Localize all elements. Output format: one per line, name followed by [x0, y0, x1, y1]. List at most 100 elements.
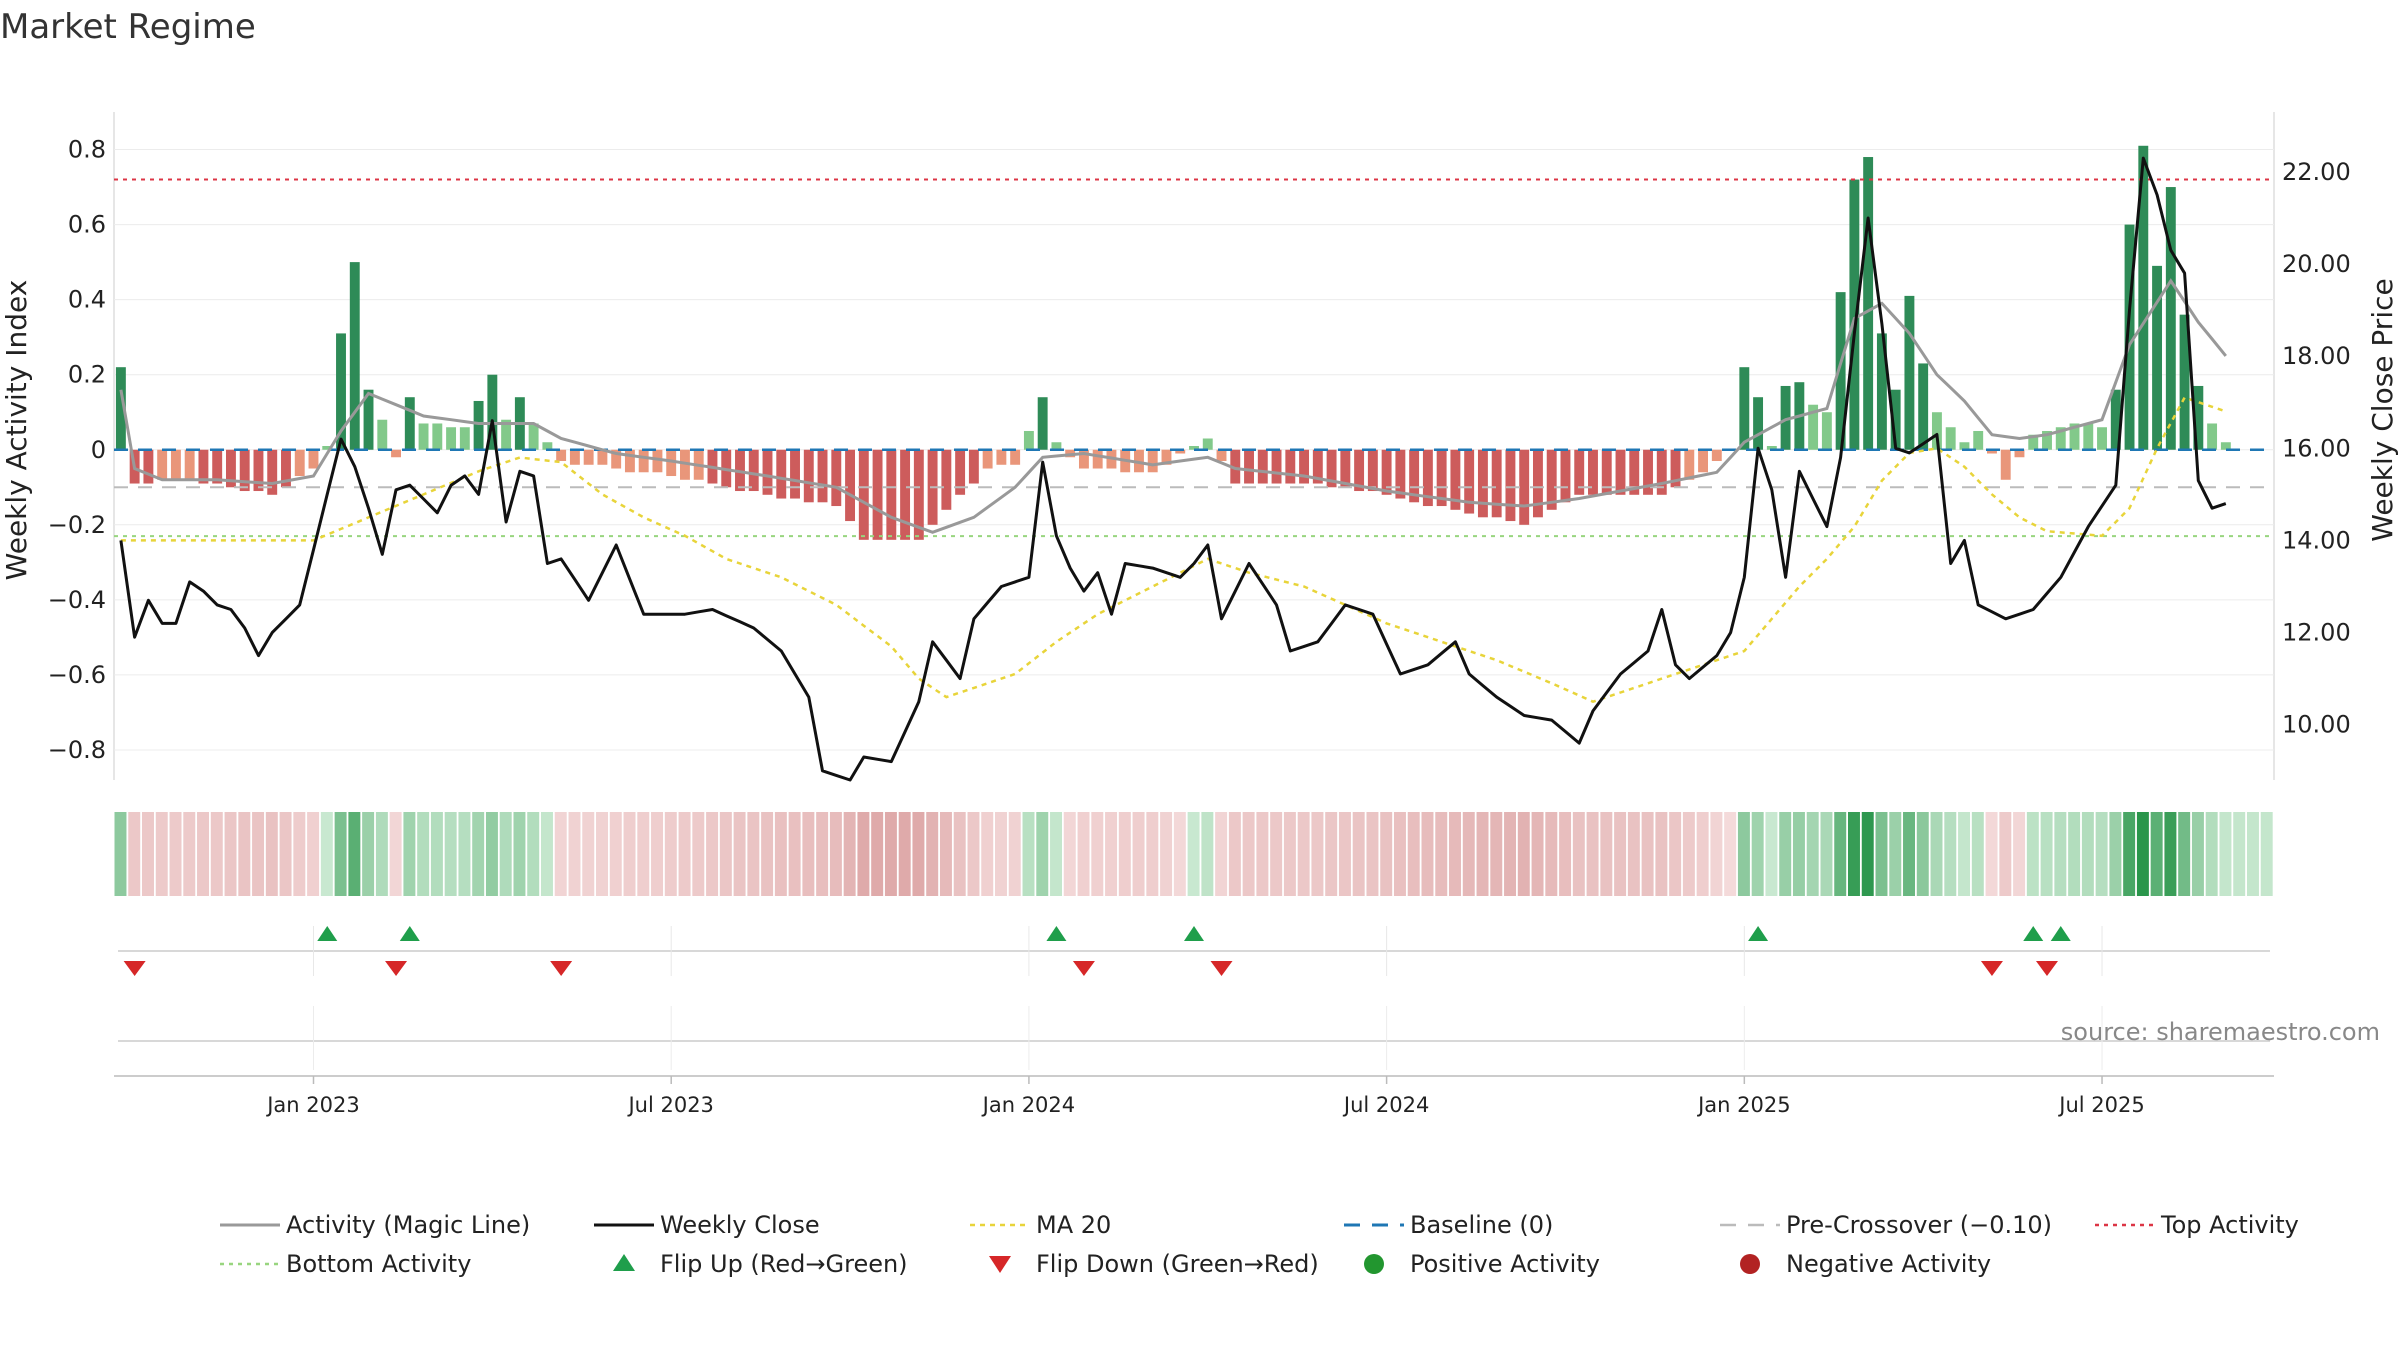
heat-cell: [774, 812, 787, 896]
heat-cell: [1256, 812, 1269, 896]
heat-cell: [1476, 812, 1489, 896]
heat-cell: [1586, 812, 1599, 896]
y-left-tick-label: 0.8: [68, 136, 106, 164]
heat-cell: [1985, 812, 1998, 896]
heat-cell: [1572, 812, 1585, 896]
chart-title: Market Regime: [0, 7, 256, 47]
heat-cell: [128, 812, 141, 896]
y-left-tick-label: 0.6: [68, 211, 106, 239]
activity-bar: [1931, 412, 1942, 450]
activity-bar: [308, 449, 319, 469]
heat-cell: [829, 812, 842, 896]
heat-cell: [1173, 812, 1186, 896]
heat-cell: [2150, 812, 2163, 896]
heat-cell: [540, 812, 553, 896]
heat-cell: [2205, 812, 2218, 896]
flip-down-marker: [1072, 961, 1095, 976]
activity-bar: [556, 449, 567, 462]
x-tick-label: Jul 2025: [2057, 1093, 2144, 1117]
activity-bar: [1876, 333, 1887, 450]
activity-bar: [858, 449, 869, 540]
activity-bar: [184, 449, 195, 480]
activity-bars: [115, 145, 2231, 540]
legend-swatch-negative-activity: [1740, 1254, 1760, 1274]
heat-cell: [1779, 812, 1792, 896]
legend-label: MA 20: [1036, 1211, 1111, 1239]
activity-bar: [363, 389, 374, 450]
activity-bar: [143, 449, 154, 484]
x-axis: Jan 2023 Jul 2023 Jan 2024 Jul 2024 Jan 2025…: [114, 1075, 2274, 1117]
y-right-tick-label: 18.00: [2282, 342, 2351, 370]
activity-bar: [1244, 449, 1254, 484]
heat-cell: [2260, 812, 2273, 896]
magic-line: [119, 278, 2227, 534]
activity-bar: [267, 449, 278, 495]
activity-bar: [2028, 434, 2039, 450]
activity-bar: [1230, 449, 1241, 484]
y-right-tick-label: 20.00: [2282, 250, 2351, 278]
heat-cell: [279, 812, 292, 896]
activity-bar: [1422, 449, 1433, 507]
y-left-tick-label: 0: [91, 436, 106, 464]
heat-cell: [1820, 812, 1833, 896]
heat-cell: [1682, 812, 1695, 896]
heat-cell: [637, 812, 650, 896]
heat-cell: [1022, 812, 1035, 896]
heat-cell: [1063, 812, 1076, 896]
heat-cell: [2246, 812, 2259, 896]
activity-bar: [170, 449, 181, 480]
y-right-tick-label: 14.00: [2282, 526, 2351, 554]
activity-bar: [294, 449, 305, 477]
heat-cell: [2095, 812, 2108, 896]
legend: Activity (Magic Line) Weekly Close MA 20 Ba…: [220, 1211, 2299, 1278]
legend-swatch-positive-activity: [1364, 1254, 1384, 1274]
heat-cell: [1201, 812, 1214, 896]
legend-label: Weekly Close: [660, 1211, 820, 1239]
heat-cell: [939, 812, 952, 896]
heat-cell: [995, 812, 1007, 896]
heat-cell: [1765, 812, 1778, 896]
activity-bar: [845, 449, 856, 522]
activity-dot-track: [118, 1006, 2270, 1070]
activity-bar: [1753, 397, 1764, 450]
heat-cell: [1792, 812, 1805, 896]
heat-cell: [912, 812, 925, 896]
activity-bar: [1202, 438, 1213, 450]
activity-bar: [1092, 449, 1103, 469]
heat-cell: [307, 812, 320, 896]
heat-cell: [1050, 812, 1062, 896]
legend-label: Activity (Magic Line): [286, 1211, 530, 1239]
activity-bar: [1615, 449, 1626, 495]
heat-cell: [293, 812, 306, 896]
activity-bar: [225, 449, 236, 488]
regime-heat-strip: [114, 812, 2273, 896]
activity-bar: [2055, 427, 2066, 450]
activity-bar: [501, 419, 512, 450]
x-tick-label: Jan 2024: [981, 1093, 1076, 1117]
activity-bar: [239, 449, 250, 492]
flip-up-marker: [1046, 926, 1067, 941]
activity-bar: [377, 419, 388, 450]
heat-cell: [582, 812, 595, 896]
activity-bar: [528, 423, 539, 450]
heat-cell: [1958, 812, 1971, 896]
activity-bar: [1890, 389, 1901, 450]
heat-cell: [1655, 812, 1668, 896]
activity-bar: [198, 449, 209, 484]
heat-cell: [210, 812, 223, 896]
heat-cell: [926, 812, 939, 896]
heat-cell: [802, 812, 815, 896]
activity-bar: [1959, 442, 1970, 450]
heat-cell: [1380, 812, 1393, 896]
heat-cell: [2191, 812, 2204, 896]
activity-bar: [1312, 449, 1323, 484]
y-left-tick-label: 0.2: [68, 361, 106, 389]
heat-cell: [1077, 812, 1090, 896]
activity-bar: [2110, 389, 2121, 450]
heat-cell: [1531, 812, 1544, 896]
activity-bar: [1835, 292, 1846, 450]
activity-bar: [1491, 449, 1502, 518]
x-tick-label: Jan 2025: [1696, 1093, 1791, 1117]
activity-bar: [432, 423, 443, 450]
